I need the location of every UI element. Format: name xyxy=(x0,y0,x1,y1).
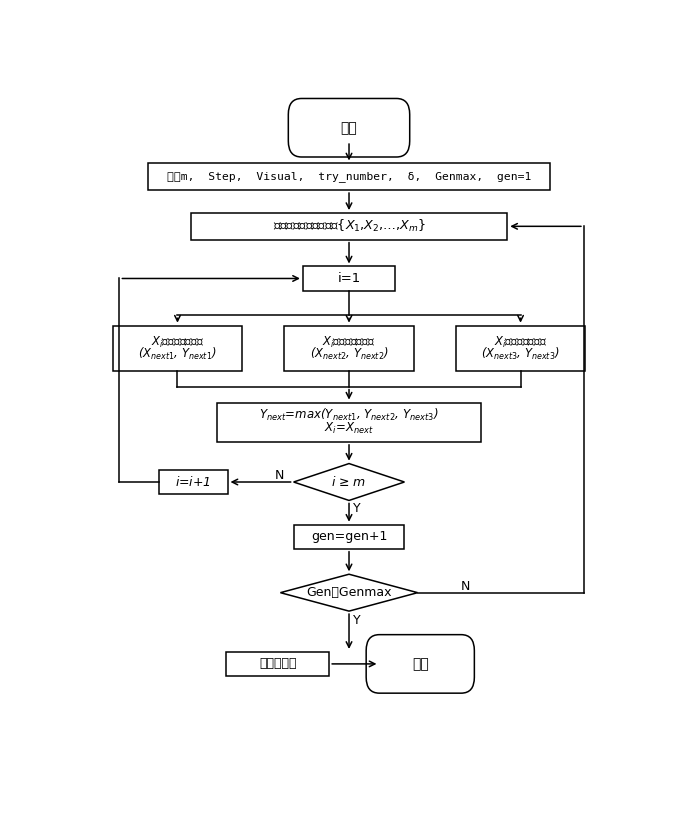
Polygon shape xyxy=(281,574,417,611)
Text: N: N xyxy=(274,469,284,482)
Text: ($X_{next3}$, $Y_{next3}$): ($X_{next3}$, $Y_{next3}$) xyxy=(481,346,560,363)
Text: Gen＞Genmax: Gen＞Genmax xyxy=(306,586,392,599)
Text: $X_i$=$X_{next}$: $X_i$=$X_{next}$ xyxy=(324,421,374,436)
Text: $X_i$追尾行为，得到: $X_i$追尾行为，得到 xyxy=(494,335,548,349)
Bar xyxy=(159,470,227,494)
Text: i=1: i=1 xyxy=(337,272,361,285)
Bar xyxy=(294,525,405,548)
Text: ($X_{next2}$, $Y_{next2}$): ($X_{next2}$, $Y_{next2}$) xyxy=(310,346,388,363)
Text: Y: Y xyxy=(353,502,360,515)
Text: Y: Y xyxy=(353,615,360,627)
Text: $X_i$聚群行为，得到: $X_i$聚群行为，得到 xyxy=(322,335,376,349)
Bar xyxy=(226,652,329,676)
Bar xyxy=(285,325,413,372)
Text: 输出最优解: 输出最优解 xyxy=(259,657,296,671)
Bar xyxy=(217,402,481,442)
Polygon shape xyxy=(294,463,405,501)
Text: gen=gen+1: gen=gen+1 xyxy=(311,530,387,544)
Bar xyxy=(191,213,507,240)
Text: $i$=$i$+1: $i$=$i$+1 xyxy=(175,475,211,489)
FancyBboxPatch shape xyxy=(366,634,475,693)
Text: N: N xyxy=(460,580,470,593)
Text: $i$ ≥ m: $i$ ≥ m xyxy=(332,475,366,489)
Bar xyxy=(113,325,242,372)
Text: 开始: 开始 xyxy=(340,121,358,135)
Bar xyxy=(303,267,395,291)
Text: 设定m,  Step,  Visual,  try_number,  δ,  Genmax,  gen=1: 设定m, Step, Visual, try_number, δ, Genmax… xyxy=(167,171,531,183)
Text: 结束: 结束 xyxy=(412,657,428,671)
Bar xyxy=(456,325,585,372)
Text: 给定范围内初始化鱼群{$X_1$,$X_2$,…,$X_m$}: 给定范围内初始化鱼群{$X_1$,$X_2$,…,$X_m$} xyxy=(272,218,426,235)
Text: $Y_{next}$=max($Y_{next1}$, $Y_{next2}$, $Y_{next3}$): $Y_{next}$=max($Y_{next1}$, $Y_{next2}$,… xyxy=(259,407,439,423)
Bar xyxy=(148,164,550,190)
FancyBboxPatch shape xyxy=(288,98,410,157)
Text: $X_i$觅食行为，得到: $X_i$觅食行为，得到 xyxy=(151,335,204,349)
Text: ($X_{next1}$, $Y_{next1}$): ($X_{next1}$, $Y_{next1}$) xyxy=(138,346,217,363)
